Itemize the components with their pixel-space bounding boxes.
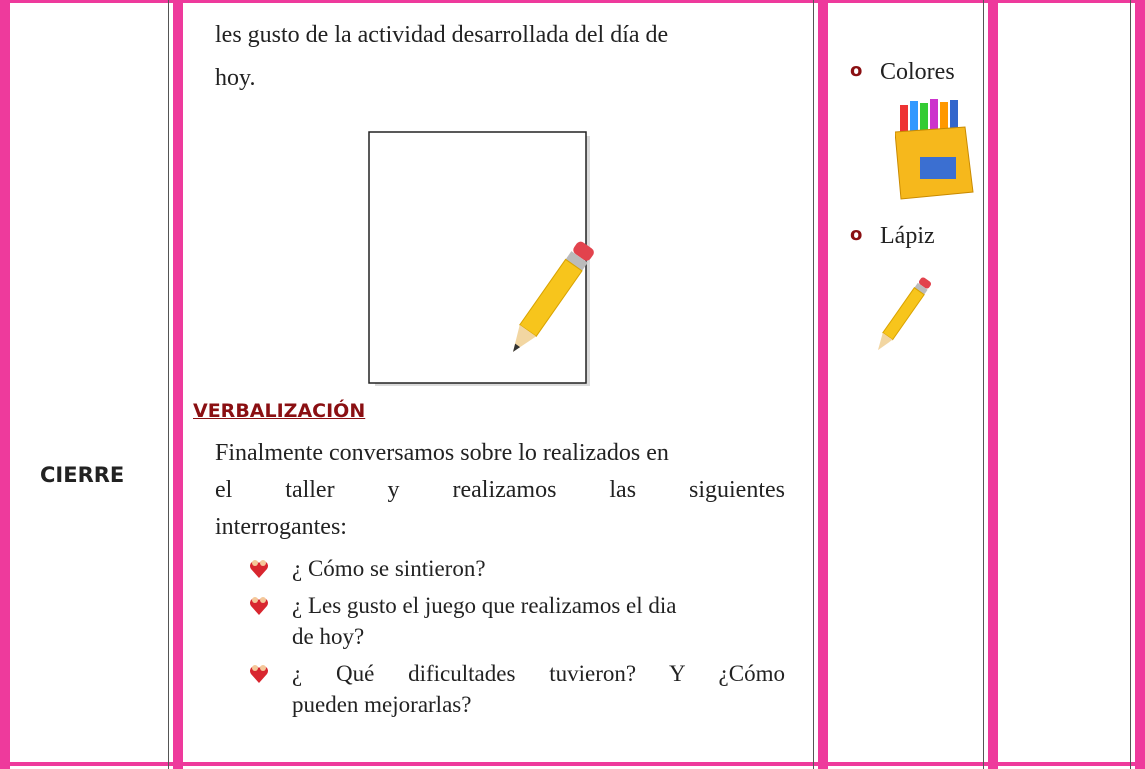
question-line: ¿ Les gusto el juego que realizamos el d… (292, 593, 677, 618)
text-line: hoy. (215, 65, 256, 91)
cell-line (1130, 0, 1131, 769)
border (0, 0, 10, 769)
section-heading: VERBALIZACIÓN (193, 400, 366, 422)
border (1135, 0, 1145, 769)
cell-line (983, 0, 984, 769)
border (0, 0, 1145, 3)
bullet: o (850, 60, 863, 81)
heart-icon (250, 665, 268, 683)
border (173, 0, 183, 769)
cell-line (168, 0, 169, 769)
text-line: Finalmente conversamos sobre lo realizad… (215, 440, 669, 466)
border (988, 0, 998, 769)
heart-icon (250, 597, 268, 615)
bullet-icon (248, 663, 270, 685)
border (0, 762, 1145, 766)
pencil-image (877, 277, 932, 351)
stage-label: CIERRE (40, 463, 125, 487)
text-line: el taller y realizamos las siguientes (215, 477, 785, 503)
heart-icon (250, 560, 268, 578)
bullet-icon (248, 558, 270, 580)
paper (368, 131, 587, 384)
material: Lápiz (880, 223, 935, 249)
text-line: interrogantes: (215, 514, 347, 540)
text-line: les gusto de la actividad desarrollada d… (215, 22, 669, 48)
material: Colores (880, 59, 955, 85)
question-line: ¿ Qué dificultades tuvieron? Y ¿Cómo (292, 661, 785, 686)
border (818, 0, 828, 769)
bullet-icon (248, 595, 270, 617)
question-line: ¿ Cómo se sintieron? (292, 556, 486, 581)
bullet: o (850, 224, 863, 245)
crayons-image (895, 99, 974, 200)
cell-line (813, 0, 814, 769)
question-line: de hoy? (292, 624, 365, 649)
pencil (513, 241, 594, 352)
paper-pencil-image (368, 131, 594, 386)
question-line: pueden mejorarlas? (292, 692, 472, 717)
